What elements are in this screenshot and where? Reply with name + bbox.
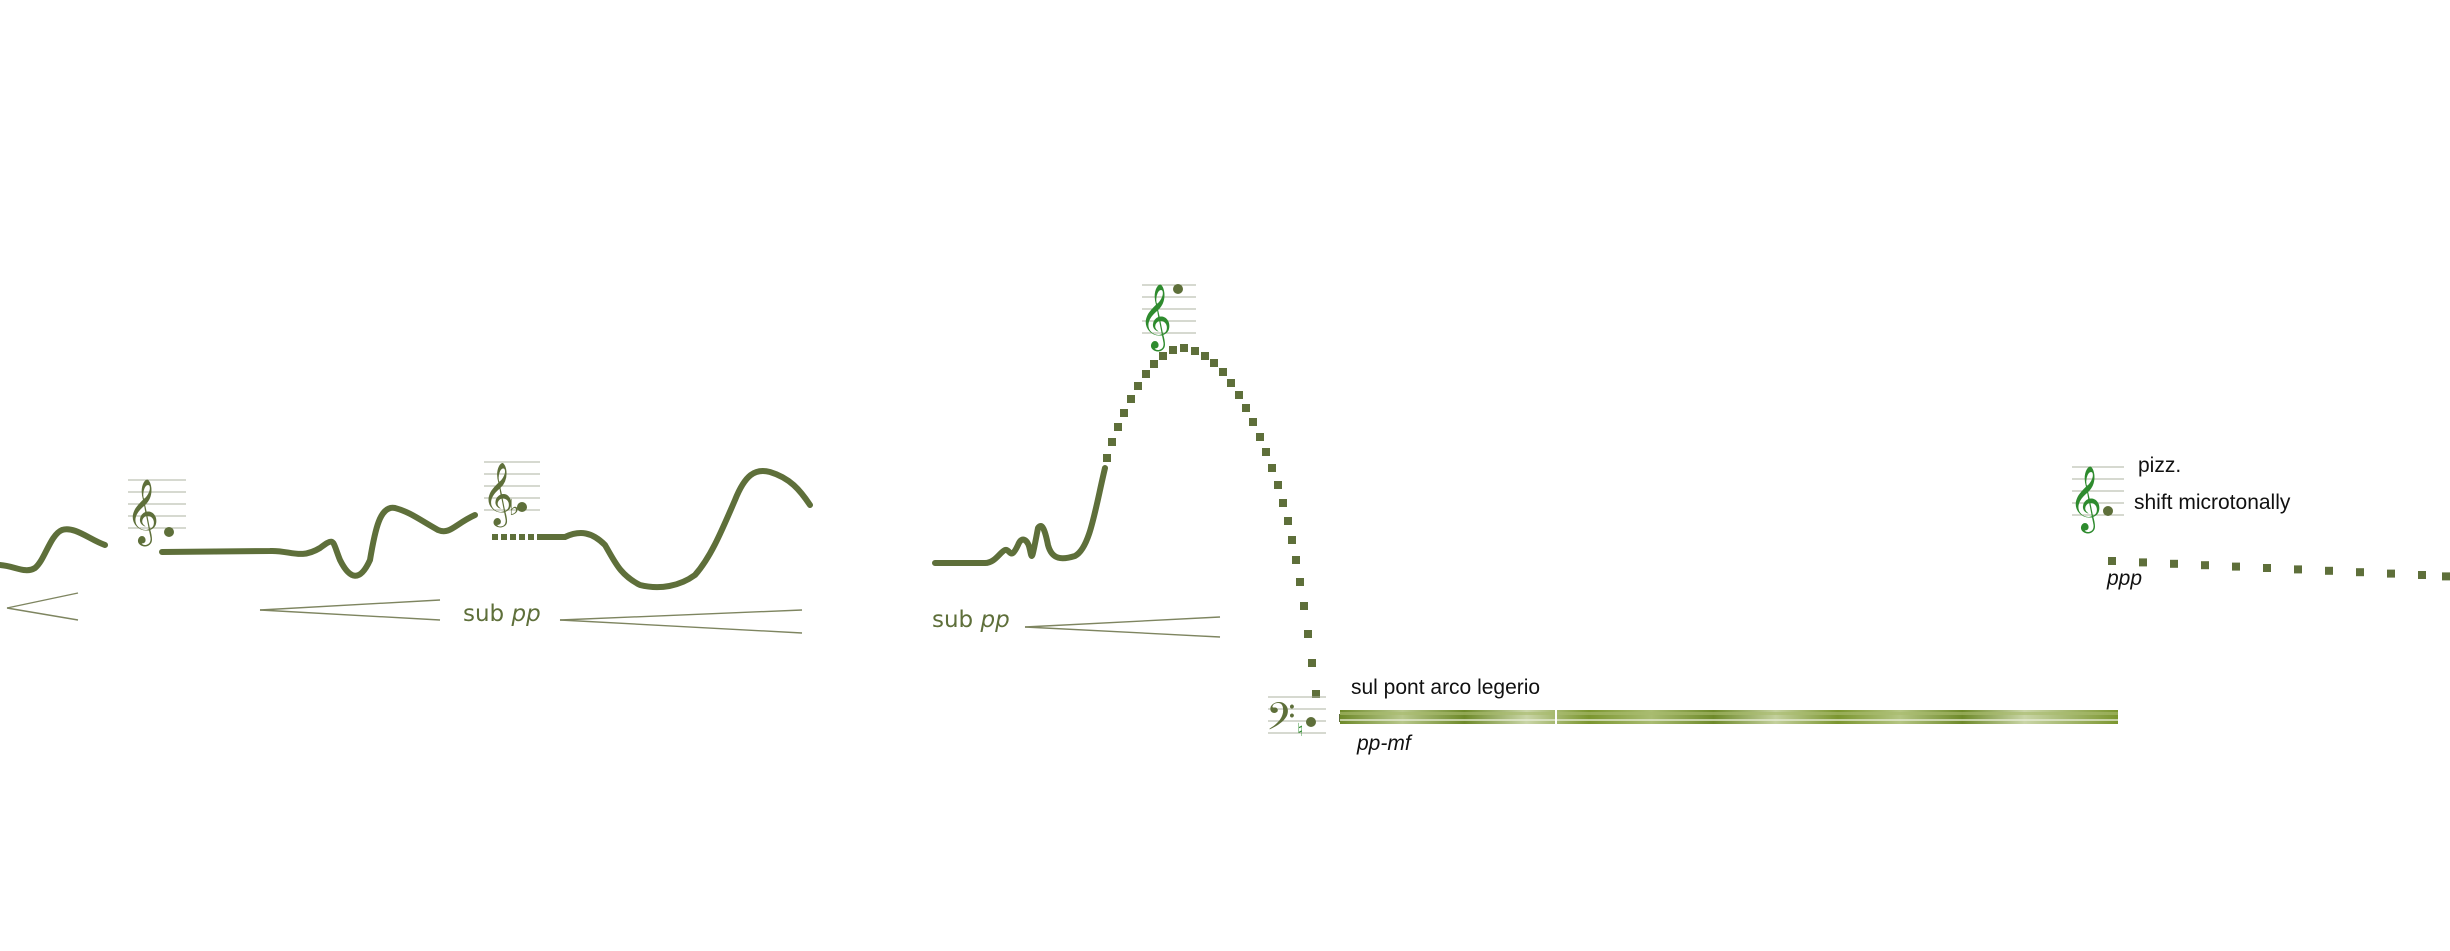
arc-dot (1284, 517, 1292, 525)
arc-dot (1180, 344, 1188, 352)
pizz-dot (2232, 563, 2240, 571)
treble-staff-2: 𝄞 ♭ (482, 462, 540, 528)
pizz-dot (2294, 565, 2302, 573)
arc-dot (1292, 556, 1300, 564)
note-head (2103, 506, 2113, 516)
arc-dot (1274, 481, 1282, 489)
arc-dot (1134, 382, 1142, 390)
pizz-dot (2356, 568, 2364, 576)
arc-dot (1256, 433, 1264, 441)
bass-clef-icon: 𝄢 (1266, 694, 1296, 748)
arc-dot (1108, 438, 1116, 446)
dynamic-ppp: ppp (2106, 567, 2142, 590)
technique-shift-microtonally: shift microtonally (2134, 491, 2291, 514)
gesture-line-4 (935, 468, 1105, 563)
treble-staff-3: 𝄞 (1139, 284, 1196, 351)
hairpin-crescendo-1 (260, 600, 440, 620)
pizz-dot (2263, 564, 2271, 572)
pizz-dot (2201, 561, 2209, 569)
arc-dot (1288, 536, 1296, 544)
pizz-dot (2170, 560, 2178, 568)
treble-staff-1: 𝄞 (126, 479, 186, 546)
arc-dot (1300, 602, 1308, 610)
technique-pizz: pizz. (2138, 454, 2181, 477)
note-head (1173, 284, 1183, 294)
arc-dot (1159, 352, 1167, 360)
bass-staff: 𝄢 ♮ (1266, 694, 1326, 748)
hairpin-decrescendo-2 (560, 610, 802, 633)
dynamic-pp-mf: pp-mf (1356, 732, 1413, 755)
noise-band (1340, 710, 2118, 724)
arc-dot (1219, 368, 1227, 376)
dynamic-sub-pp-1: sub pp (463, 601, 541, 627)
treble-clef-icon: 𝄞 (2069, 466, 2102, 533)
natural-icon: ♮ (1297, 720, 1303, 741)
arc-dot (1114, 423, 1122, 431)
arc-dot (1210, 359, 1218, 367)
arc-dot (1268, 464, 1276, 472)
arc-dot (1296, 578, 1304, 586)
arc-dot (1227, 379, 1235, 387)
arc-dot (1150, 360, 1158, 368)
dotted-arc (1103, 344, 1347, 722)
arc-dot (1201, 352, 1209, 360)
arc-dot (1120, 409, 1128, 417)
arc-dot (1127, 395, 1135, 403)
gesture-line-3 (540, 471, 810, 587)
arc-dot (1142, 370, 1150, 378)
note-head (517, 502, 527, 512)
pizz-dot (2139, 558, 2147, 566)
pizz-dot (2442, 572, 2450, 580)
pizz-dot (2325, 567, 2333, 575)
arc-dot (1191, 347, 1199, 355)
arc-dot (1308, 659, 1316, 667)
arc-dot (1235, 391, 1243, 399)
arc-dot (1242, 404, 1250, 412)
pizz-dot (2418, 571, 2426, 579)
dynamic-sub-pp-2: sub pp (932, 607, 1010, 633)
gesture-line-1 (0, 529, 105, 570)
pizz-dot (2108, 557, 2116, 565)
arc-dot (1103, 454, 1111, 462)
treble-clef-icon: 𝄞 (1139, 284, 1172, 351)
dotted-line-pizz (2108, 557, 2450, 580)
treble-staff-4: 𝄞 (2069, 466, 2124, 533)
gesture-line-2 (162, 508, 475, 576)
hairpin-decrescendo-1 (7, 593, 78, 620)
note-head (1306, 717, 1316, 727)
arc-dot (1262, 448, 1270, 456)
treble-clef-icon: 𝄞 (126, 479, 159, 546)
arc-dot (1249, 418, 1257, 426)
hairpin-crescendo-2 (1025, 617, 1220, 637)
arc-dot (1304, 630, 1312, 638)
pizz-dot (2387, 570, 2395, 578)
arc-dot (1279, 499, 1287, 507)
note-head (164, 527, 174, 537)
technique-sul-pont: sul pont arco legerio (1351, 676, 1540, 699)
